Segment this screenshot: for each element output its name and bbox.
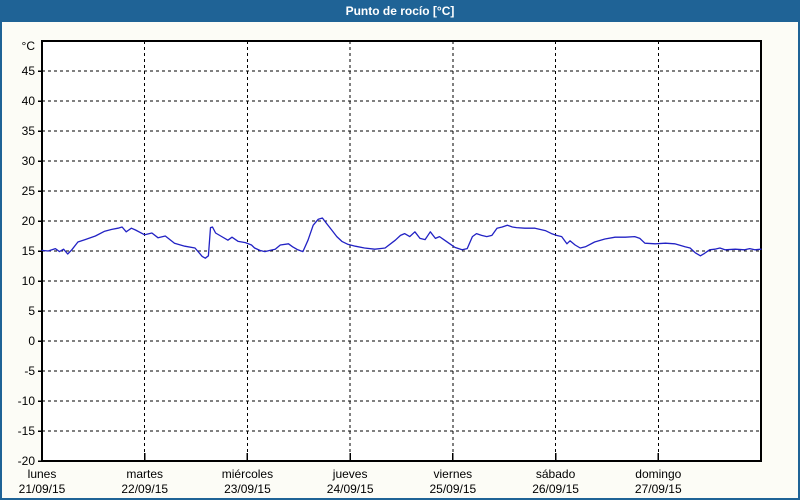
x-day-label: miércoles	[222, 467, 273, 481]
x-day-label: lunes	[28, 467, 57, 481]
x-date-label: 21/09/15	[19, 482, 66, 496]
x-day-label: jueves	[332, 467, 368, 481]
y-tick-label: 25	[22, 184, 36, 198]
dew-point-line	[41, 217, 762, 259]
y-axis-unit: °C	[22, 39, 36, 53]
dew-point-chart: 45 40 35 30 25 20 15 10 5 0 -5 -10 -15 -20 °C lunes21/0…	[18, 39, 762, 496]
y-tick-label: 5	[28, 304, 35, 318]
x-day-label: sábado	[536, 467, 576, 481]
x-day-label: martes	[126, 467, 163, 481]
x-date-label: 24/09/15	[327, 482, 374, 496]
x-date-label: 23/09/15	[224, 482, 271, 496]
x-day-label: viernes	[434, 467, 473, 481]
plot-area	[41, 40, 762, 462]
y-tick-label: 30	[22, 154, 36, 168]
y-tick-label: -10	[18, 394, 36, 408]
y-tick-label: 40	[22, 94, 36, 108]
y-tick-label: 35	[22, 124, 36, 138]
x-date-label: 27/09/15	[635, 482, 682, 496]
y-tick-label: 0	[28, 334, 35, 348]
chart-title: Punto de rocío [°C]	[345, 4, 455, 18]
y-tick-label: 20	[22, 214, 36, 228]
x-date-label: 22/09/15	[121, 482, 168, 496]
chart-title-bar: Punto de rocío [°C]	[2, 0, 798, 22]
y-tick-label: 15	[22, 244, 36, 258]
y-tick-label: -5	[24, 364, 35, 378]
y-tick-label: -20	[18, 454, 36, 468]
y-tick-label: 45	[22, 64, 36, 78]
y-tick-label: -15	[18, 424, 36, 438]
x-date-label: 25/09/15	[429, 482, 476, 496]
x-date-label: 26/09/15	[532, 482, 579, 496]
y-tick-label: 10	[22, 274, 36, 288]
x-day-label: domingo	[635, 467, 681, 481]
